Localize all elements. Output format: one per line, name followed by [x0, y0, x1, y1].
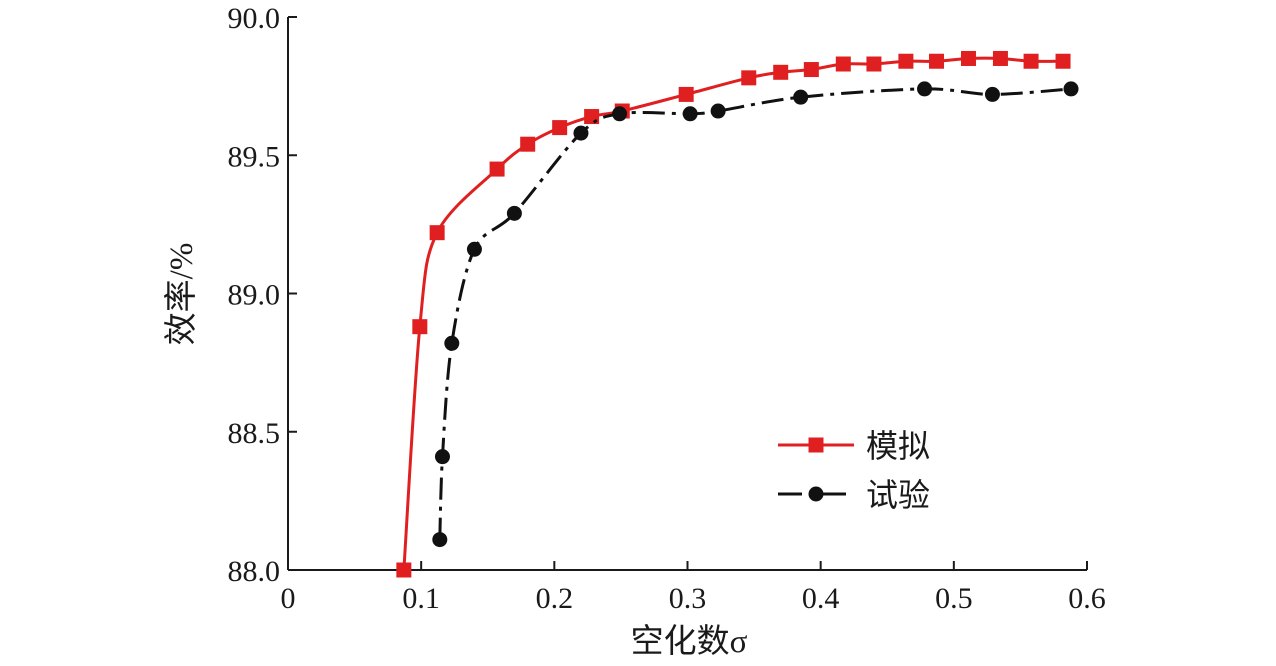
series-line [402, 56, 1064, 571]
square-data-point [489, 161, 505, 177]
square-data-point [520, 136, 536, 152]
circle-data-point [1063, 81, 1079, 97]
square-data-point [898, 53, 914, 69]
x-tick-label: 0.3 [669, 582, 707, 615]
circle-data-point [612, 106, 628, 122]
legend-marker [808, 486, 824, 502]
legend-marker [808, 437, 824, 453]
series-1 [396, 50, 1071, 578]
y-tick-label: 88.0 [228, 555, 281, 588]
square-data-point [773, 64, 789, 80]
circle-data-point [444, 335, 460, 351]
x-tick-label: 0.6 [1068, 582, 1106, 615]
circle-data-point [682, 106, 698, 122]
circle-data-point [710, 103, 726, 119]
axes: 88.0 88.5 89.0 89.5 90.0 0 0.1 0.2 0.3 0.4 0.5 0.6 [228, 2, 1106, 615]
square-data-point [429, 225, 445, 241]
square-data-point [835, 56, 851, 72]
y-tick-label: 88.5 [228, 417, 281, 450]
square-data-point [960, 50, 976, 66]
circle-data-point [793, 89, 809, 105]
square-data-point [396, 562, 412, 578]
series-2 [432, 81, 1079, 548]
series [396, 50, 1079, 578]
square-data-point [866, 56, 882, 72]
square-data-point [992, 50, 1008, 66]
circle-data-point [466, 241, 482, 257]
legend-label: 模拟 [866, 428, 930, 464]
circle-data-point [432, 532, 448, 548]
y-tick-label: 89.5 [228, 140, 281, 173]
circle-data-point [506, 205, 522, 221]
y-tick-label: 90.0 [228, 2, 281, 35]
legend-label: 试验 [866, 477, 930, 513]
x-axis-title: 空化数σ [631, 623, 748, 660]
circle-data-point [434, 449, 450, 465]
circle-data-point [984, 86, 1000, 102]
square-data-point [412, 319, 428, 335]
square-data-point [929, 53, 945, 69]
y-axis-title: 效率/% [163, 243, 200, 346]
x-tick-label: 0.2 [536, 582, 574, 615]
x-tick-label: 0.1 [402, 582, 440, 615]
x-tick-label: 0 [281, 582, 296, 615]
square-data-point [1055, 53, 1071, 69]
series-line [438, 87, 1072, 540]
square-data-point [741, 70, 757, 86]
x-tick-label: 0.4 [802, 582, 840, 615]
x-tick-label: 0.5 [935, 582, 973, 615]
square-data-point [552, 120, 568, 136]
circle-data-point [917, 81, 933, 97]
y-tick-label: 89.0 [228, 279, 281, 312]
circle-data-point [573, 125, 589, 141]
square-data-point [1023, 53, 1039, 69]
square-data-point [678, 86, 694, 102]
square-data-point [803, 62, 819, 78]
